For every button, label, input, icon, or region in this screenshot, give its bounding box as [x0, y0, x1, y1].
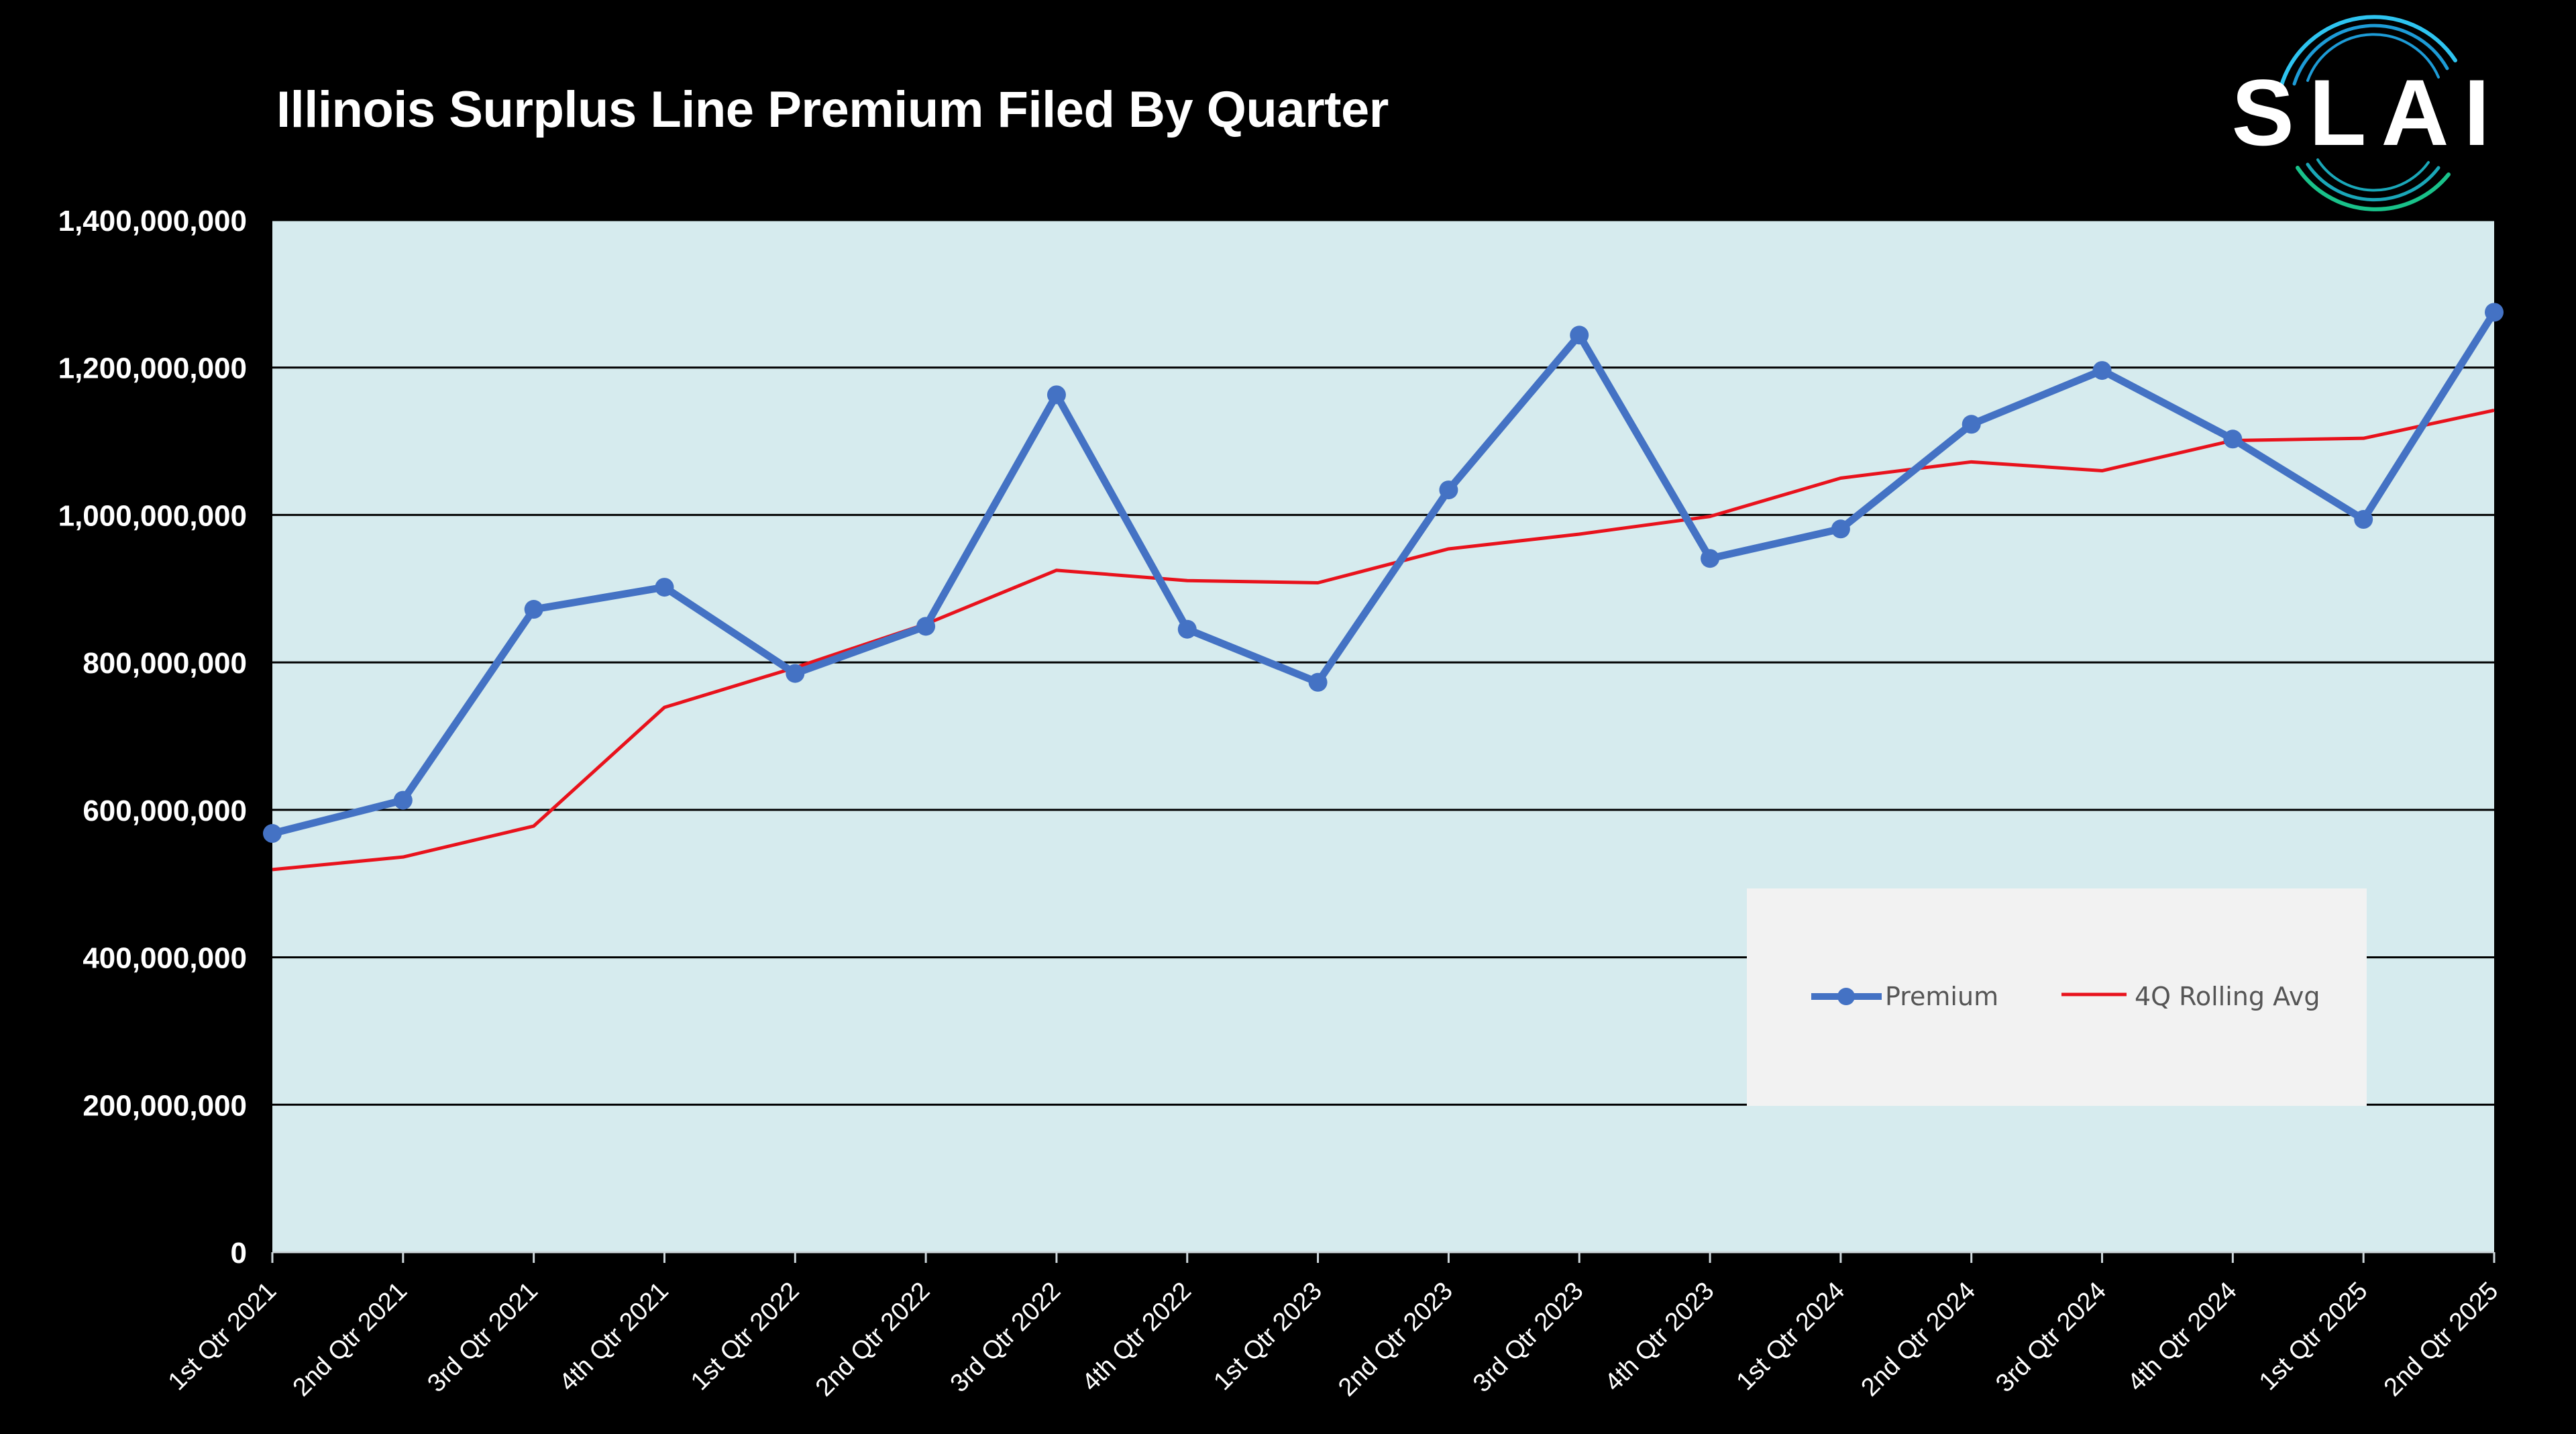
premium-data-point — [2092, 361, 2112, 380]
y-axis-ticks: 0 200,000,000 400,000,000 600,000,000 800,00… — [58, 205, 247, 1270]
x-tick-label: 1st Qtr 2021 — [163, 1277, 282, 1396]
premium-data-point — [1177, 619, 1197, 639]
y-tick-label: 0 — [231, 1237, 247, 1270]
x-axis-ticks: 1st Qtr 2021 2nd Qtr 2021 3rd Qtr 2021 4th … — [163, 1277, 2504, 1402]
premium-data-point — [1831, 519, 1850, 539]
legend-premium-marker — [1837, 988, 1855, 1005]
x-tick-label: 3rd Qtr 2021 — [422, 1277, 543, 1398]
y-tick-label: 600,000,000 — [83, 795, 247, 827]
premium-data-point — [524, 600, 543, 619]
gridlines — [272, 219, 2494, 1106]
x-tick-label: 1st Qtr 2024 — [1731, 1277, 1851, 1396]
premium-data-point — [2485, 303, 2504, 322]
premium-data-point — [2354, 510, 2373, 529]
premium-data-point — [263, 824, 282, 843]
x-tick-label: 2nd Qtr 2024 — [1856, 1277, 1982, 1402]
premium-data-point — [1701, 549, 1720, 568]
x-tick-label: 2nd Qtr 2022 — [810, 1277, 936, 1402]
premium-data-point — [1962, 415, 1981, 434]
premium-series-line — [271, 310, 2498, 837]
premium-data-point — [1308, 672, 1328, 692]
x-tick-label: 3rd Qtr 2023 — [1468, 1277, 1589, 1398]
logo-text: SLAI — [2234, 60, 2502, 165]
premium-data-point — [786, 664, 805, 683]
legend-rolling-avg-label: 4Q Rolling Avg — [2135, 982, 2320, 1011]
y-tick-label: 1,400,000,000 — [58, 205, 247, 238]
premium-data-point — [916, 617, 936, 636]
premium-data-point — [1439, 480, 1458, 500]
axes — [271, 1251, 2496, 1263]
x-tick-label: 1st Qtr 2025 — [2254, 1277, 2373, 1396]
premium-data-point — [1570, 325, 1589, 345]
premium-data-point — [1046, 385, 1066, 405]
series-layer — [263, 303, 2504, 872]
x-tick-label: 1st Qtr 2022 — [686, 1277, 805, 1396]
logo: SLAI — [2232, 13, 2502, 215]
legend-premium-label: Premium — [1885, 982, 1998, 1011]
x-tick-label: 2nd Qtr 2023 — [1333, 1277, 1458, 1402]
premium-data-point — [393, 790, 413, 810]
x-tick-label: 1st Qtr 2023 — [1208, 1277, 1328, 1396]
x-tick-label: 3rd Qtr 2022 — [945, 1277, 1067, 1398]
legend: Premium 4Q Rolling Avg — [1747, 888, 2367, 1106]
rolling-avg-series-line — [272, 408, 2495, 872]
x-tick-label: 4th Qtr 2021 — [554, 1277, 674, 1397]
y-tick-label: 200,000,000 — [83, 1089, 247, 1122]
y-tick-label: 1,000,000,000 — [58, 499, 247, 532]
x-tick-label: 4th Qtr 2023 — [1599, 1277, 1719, 1397]
x-tick-label: 2nd Qtr 2025 — [2379, 1277, 2504, 1402]
x-tick-label: 3rd Qtr 2024 — [1990, 1277, 2112, 1398]
logo-icon: SLAI — [2232, 15, 2502, 211]
x-tick-label: 4th Qtr 2022 — [1077, 1277, 1197, 1397]
chart-title: Illinois Surplus Line Premium Filed By Q… — [276, 81, 1389, 138]
y-tick-label: 1,200,000,000 — [58, 352, 247, 385]
x-tick-label: 2nd Qtr 2021 — [288, 1277, 413, 1402]
y-tick-label: 800,000,000 — [83, 647, 247, 680]
x-tick-label: 4th Qtr 2024 — [2123, 1277, 2243, 1397]
premium-data-point — [2223, 429, 2243, 449]
premium-data-point — [655, 578, 674, 597]
y-tick-label: 400,000,000 — [83, 942, 247, 975]
